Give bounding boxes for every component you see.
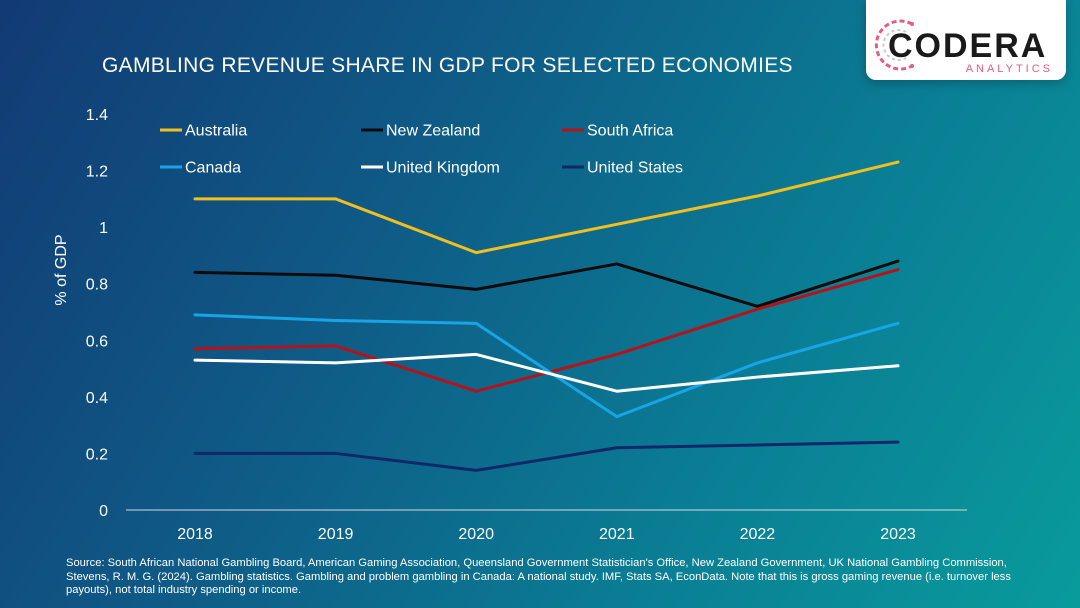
y-tick-label: 1.4 [86, 107, 108, 124]
x-tick-label: 2019 [318, 526, 354, 543]
x-tick-label: 2021 [599, 526, 635, 543]
series-line-united-kingdom [193, 352, 900, 393]
legend-label-south-africa: South Africa [587, 123, 673, 140]
logo-wordmark: CODERA [888, 27, 1048, 65]
y-tick-label: 0.6 [86, 333, 108, 350]
series-line-united-states [193, 440, 900, 472]
legend-label-australia: Australia [185, 123, 247, 140]
chart-title: GAMBLING REVENUE SHARE IN GDP FOR SELECT… [102, 54, 793, 77]
series-line-canada [193, 313, 900, 419]
logo-circuit-icon [874, 19, 914, 71]
x-tick-label: 2018 [177, 526, 213, 543]
y-tick-label: 0.8 [86, 277, 108, 294]
legend-label-canada: Canada [185, 160, 241, 177]
legend-label-united-states: United States [587, 160, 683, 177]
y-tick-label: 0 [99, 503, 108, 520]
y-tick-label: 1 [99, 220, 108, 237]
source-note: Source: South African National Gambling … [66, 557, 1011, 597]
y-axis-label: % of GDP [53, 234, 70, 305]
series-line-new-zealand [193, 259, 900, 308]
series-line-australia [193, 160, 900, 255]
x-tick-label: 2023 [880, 526, 916, 543]
codera-logo: CODERA ANALYTICS [866, 0, 1066, 80]
legend-label-united-kingdom: United Kingdom [386, 160, 500, 177]
y-tick-label: 0.4 [86, 390, 108, 407]
x-tick-label: 2022 [740, 526, 776, 543]
logo-subtitle: ANALYTICS [965, 63, 1053, 75]
y-tick-label: 1.2 [86, 164, 108, 181]
legend-label-new-zealand: New Zealand [386, 123, 480, 140]
x-tick-label: 2020 [458, 526, 494, 543]
y-tick-label: 0.2 [86, 446, 108, 463]
